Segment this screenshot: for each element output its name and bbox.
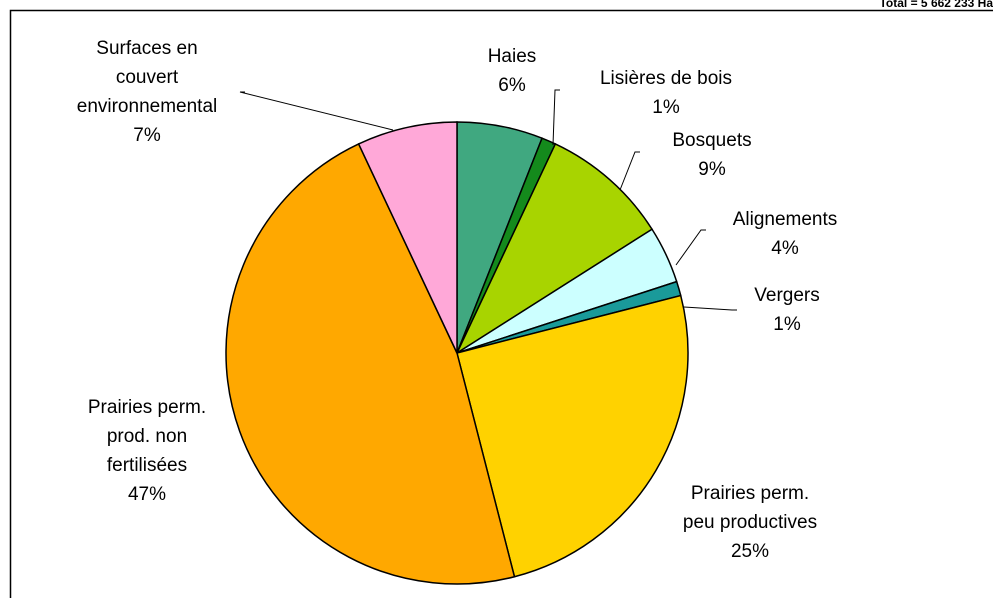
slice-label: Lisières de bois: [600, 68, 732, 89]
value-label: 1%: [652, 97, 680, 118]
label-line: environnemental: [77, 96, 217, 117]
label-line: Vergers: [754, 285, 819, 306]
slice-label: Surfaces en couvert environnemental: [77, 38, 217, 117]
leader-line: [683, 306, 737, 311]
pie-slice: [357, 121, 458, 354]
slice-label: Haies: [488, 46, 537, 67]
pie-slice: [455, 142, 654, 356]
leader-line: [552, 89, 560, 146]
value-label: 47%: [128, 484, 166, 505]
value-label: 1%: [773, 314, 801, 335]
value-label: 7%: [133, 125, 161, 146]
label-line: couvert: [116, 67, 179, 88]
value-label: 4%: [771, 238, 799, 259]
value-label: 25%: [731, 541, 769, 562]
label-line: Lisières de bois: [600, 68, 732, 89]
label-line: fertilisées: [107, 455, 187, 476]
leader-line: [239, 91, 394, 131]
leader-line: [619, 151, 640, 191]
label-line: Alignements: [733, 209, 838, 230]
slice-label: Prairies perm. peu productives: [683, 483, 817, 533]
subtitle: Total = 5 662 233 Ha: [879, 0, 993, 10]
label-line: peu productives: [683, 512, 817, 533]
slice-label: Bosquets: [672, 130, 751, 151]
slice-label: Vergers: [754, 285, 819, 306]
slice-label: Alignements: [733, 209, 838, 230]
label-line: Bosquets: [672, 130, 751, 151]
value-label: 6%: [498, 75, 526, 96]
value-label: 9%: [698, 159, 726, 180]
pie-slice: [456, 294, 689, 578]
slice-label: Prairies perm. prod. non fertilisées: [88, 397, 206, 476]
leader-line: [675, 229, 706, 266]
pie-slice: [225, 142, 516, 585]
label-line: Surfaces en: [96, 38, 197, 59]
label-line: Prairies perm.: [691, 483, 809, 504]
label-line: prod. non: [107, 426, 187, 447]
label-line: Haies: [488, 46, 537, 67]
label-line: Prairies perm.: [88, 397, 206, 418]
